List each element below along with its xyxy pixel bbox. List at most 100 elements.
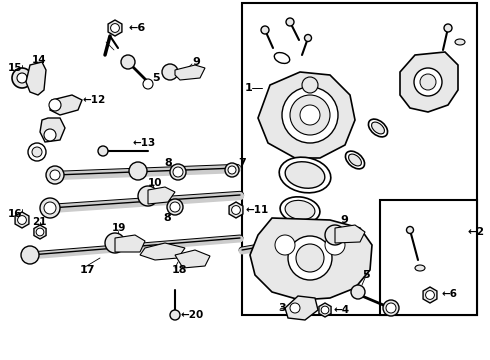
- Circle shape: [28, 143, 46, 161]
- Circle shape: [351, 285, 365, 299]
- Polygon shape: [380, 200, 477, 315]
- Circle shape: [17, 73, 27, 83]
- Ellipse shape: [285, 162, 325, 188]
- Ellipse shape: [345, 151, 365, 169]
- Circle shape: [121, 55, 135, 69]
- Polygon shape: [258, 72, 355, 158]
- Circle shape: [44, 202, 56, 214]
- Circle shape: [170, 164, 186, 180]
- Text: 7: 7: [238, 158, 246, 168]
- Circle shape: [386, 303, 396, 313]
- Polygon shape: [15, 212, 29, 228]
- Circle shape: [321, 306, 329, 314]
- Circle shape: [288, 236, 332, 280]
- Polygon shape: [175, 65, 205, 80]
- Polygon shape: [115, 235, 145, 252]
- Text: 15: 15: [8, 63, 23, 73]
- Text: ←6: ←6: [441, 289, 457, 299]
- Circle shape: [129, 162, 147, 180]
- Circle shape: [290, 303, 300, 313]
- Text: 9: 9: [340, 215, 348, 225]
- Circle shape: [261, 26, 269, 34]
- Circle shape: [170, 310, 180, 320]
- Polygon shape: [229, 202, 243, 218]
- Text: 1: 1: [245, 83, 253, 93]
- Circle shape: [426, 291, 435, 300]
- Circle shape: [225, 163, 239, 177]
- Circle shape: [282, 87, 338, 143]
- Polygon shape: [34, 225, 46, 239]
- Text: 9: 9: [192, 57, 200, 67]
- Polygon shape: [250, 218, 372, 300]
- Ellipse shape: [285, 201, 315, 220]
- Text: ←12: ←12: [82, 95, 105, 105]
- Circle shape: [46, 166, 64, 184]
- Text: 8: 8: [164, 158, 172, 168]
- Ellipse shape: [348, 154, 362, 166]
- Circle shape: [50, 170, 60, 180]
- Text: 5: 5: [152, 73, 160, 83]
- Circle shape: [383, 300, 399, 316]
- Circle shape: [36, 228, 44, 236]
- Ellipse shape: [415, 265, 425, 271]
- Text: 5: 5: [362, 270, 369, 280]
- Circle shape: [105, 233, 125, 253]
- Circle shape: [49, 99, 61, 111]
- Text: 21: 21: [32, 217, 47, 227]
- Circle shape: [420, 74, 436, 90]
- Polygon shape: [108, 20, 122, 36]
- Polygon shape: [140, 243, 185, 260]
- Text: 17: 17: [80, 265, 96, 275]
- Ellipse shape: [371, 122, 385, 134]
- Text: 14: 14: [32, 55, 47, 65]
- Polygon shape: [40, 118, 65, 142]
- Ellipse shape: [279, 157, 331, 193]
- Circle shape: [21, 246, 39, 264]
- Circle shape: [414, 68, 442, 96]
- Polygon shape: [285, 296, 318, 320]
- Circle shape: [325, 235, 345, 255]
- Circle shape: [228, 166, 236, 174]
- Ellipse shape: [274, 53, 290, 63]
- Polygon shape: [335, 225, 365, 243]
- Circle shape: [170, 202, 180, 212]
- Circle shape: [407, 226, 414, 234]
- Ellipse shape: [280, 197, 320, 223]
- Circle shape: [40, 198, 60, 218]
- Circle shape: [111, 24, 120, 32]
- Circle shape: [290, 95, 330, 135]
- Polygon shape: [423, 287, 437, 303]
- Circle shape: [98, 146, 108, 156]
- Polygon shape: [242, 3, 477, 315]
- Circle shape: [162, 64, 178, 80]
- Text: ←4: ←4: [334, 305, 350, 315]
- Polygon shape: [175, 250, 210, 268]
- Text: 10: 10: [148, 178, 163, 188]
- Circle shape: [18, 216, 26, 224]
- Text: 19: 19: [112, 223, 126, 233]
- Text: ←11: ←11: [245, 205, 268, 215]
- Ellipse shape: [455, 39, 465, 45]
- Text: 3: 3: [278, 303, 286, 313]
- Circle shape: [300, 105, 320, 125]
- Circle shape: [302, 77, 318, 93]
- Polygon shape: [26, 62, 46, 95]
- Polygon shape: [50, 95, 82, 115]
- Circle shape: [275, 235, 295, 255]
- Circle shape: [304, 35, 312, 41]
- Polygon shape: [319, 303, 331, 317]
- Ellipse shape: [368, 119, 388, 137]
- Text: 8: 8: [163, 213, 171, 223]
- Circle shape: [138, 186, 158, 206]
- Circle shape: [296, 244, 324, 272]
- Circle shape: [143, 79, 153, 89]
- Circle shape: [286, 18, 294, 26]
- Circle shape: [232, 206, 241, 215]
- Circle shape: [444, 24, 452, 32]
- Circle shape: [32, 147, 42, 157]
- Circle shape: [325, 225, 345, 245]
- Polygon shape: [148, 187, 175, 204]
- Text: ←6: ←6: [128, 23, 145, 33]
- Text: ←2: ←2: [468, 227, 485, 237]
- Circle shape: [12, 68, 32, 88]
